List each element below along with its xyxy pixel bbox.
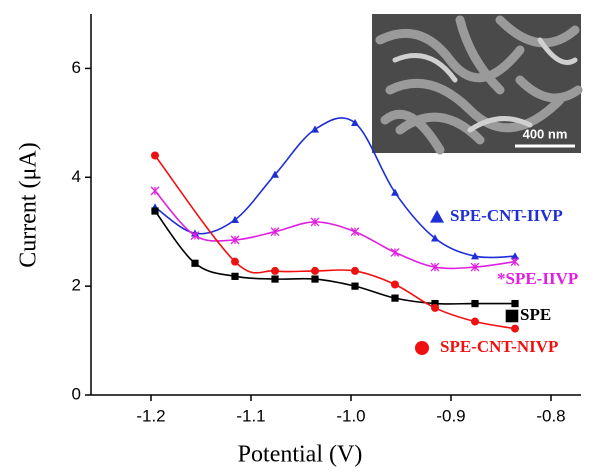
data-point bbox=[271, 275, 279, 283]
x-tick-label: -0.9 bbox=[436, 406, 465, 425]
data-point bbox=[150, 186, 160, 196]
data-point bbox=[511, 299, 519, 308]
inset-texture bbox=[392, 37, 578, 133]
data-point bbox=[390, 247, 400, 257]
x-tick-label: -0.8 bbox=[536, 406, 565, 425]
data-point bbox=[311, 275, 319, 283]
data-point bbox=[470, 262, 480, 272]
data-point bbox=[271, 266, 279, 275]
data-point bbox=[471, 317, 479, 326]
data-point bbox=[190, 231, 200, 240]
series-line bbox=[154, 190, 516, 270]
scale-label: 400 nm bbox=[523, 126, 568, 141]
legend-label: *SPE-IIVP bbox=[497, 269, 578, 288]
x-tick-label: -1.2 bbox=[136, 406, 165, 425]
legend-marker bbox=[430, 210, 444, 223]
legend-label: SPE bbox=[520, 305, 551, 324]
data-point bbox=[351, 282, 359, 290]
data-point bbox=[471, 252, 479, 260]
series-line bbox=[154, 155, 516, 330]
data-point bbox=[351, 118, 359, 127]
y-tick-label: 6 bbox=[72, 58, 81, 77]
data-point bbox=[231, 215, 239, 223]
legend-label: SPE-CNT-NIVP bbox=[440, 337, 558, 356]
x-tick-label: -1.0 bbox=[336, 406, 365, 425]
data-point bbox=[230, 235, 240, 245]
data-point bbox=[431, 303, 439, 312]
data-point bbox=[431, 234, 439, 242]
data-point bbox=[271, 170, 279, 178]
y-tick-label: 2 bbox=[72, 276, 81, 295]
data-point bbox=[231, 257, 239, 266]
series-line bbox=[154, 210, 515, 305]
data-point bbox=[151, 207, 159, 215]
data-point bbox=[310, 217, 320, 227]
data-point bbox=[270, 227, 280, 237]
legend-marker bbox=[415, 341, 429, 355]
data-point bbox=[231, 272, 239, 280]
x-axis-title: Potential (V) bbox=[238, 442, 363, 468]
data-point bbox=[351, 266, 359, 275]
data-point bbox=[391, 294, 399, 302]
data-point bbox=[510, 257, 520, 267]
data-point bbox=[511, 252, 519, 260]
data-point bbox=[471, 299, 479, 308]
legend-marker bbox=[505, 309, 519, 323]
data-point bbox=[311, 266, 319, 275]
data-point bbox=[430, 262, 440, 272]
y-tick-label: 4 bbox=[72, 167, 81, 186]
series-line bbox=[154, 117, 516, 259]
x-tick-label: -1.1 bbox=[236, 406, 265, 425]
data-point bbox=[391, 188, 399, 196]
data-point bbox=[311, 125, 319, 133]
y-tick-label: 0 bbox=[72, 384, 81, 403]
data-point bbox=[350, 227, 360, 237]
y-axis-title: Current (μA) bbox=[16, 142, 42, 268]
data-point bbox=[511, 324, 519, 333]
legend-label: SPE-CNT-IIVP bbox=[450, 206, 563, 225]
data-point bbox=[391, 280, 399, 289]
data-point bbox=[431, 299, 439, 308]
data-point bbox=[191, 259, 199, 267]
inset-image: 400 nm bbox=[372, 14, 583, 155]
data-point bbox=[151, 151, 159, 160]
